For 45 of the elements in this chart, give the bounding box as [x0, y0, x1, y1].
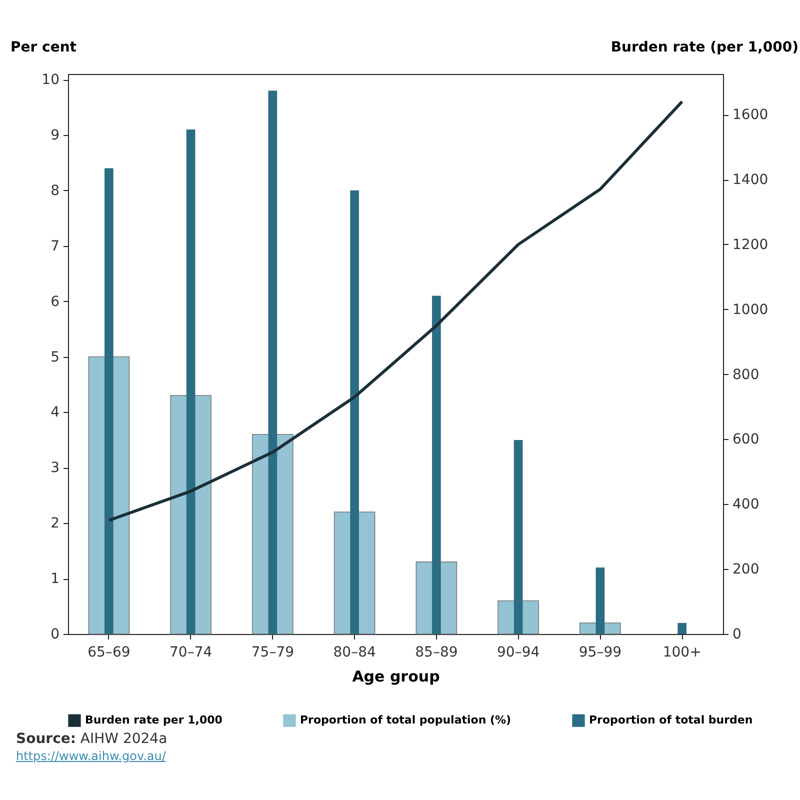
bar — [268, 90, 278, 634]
bar — [678, 622, 686, 634]
x-tick-label: 85–89 — [415, 644, 458, 660]
y2-tick-label: 0 — [732, 626, 742, 642]
y2-tick-label: 1400 — [732, 172, 768, 188]
y-axis-title: Per cent — [10, 40, 77, 56]
y-tick-label: 4 — [50, 404, 60, 421]
line-series — [107, 100, 684, 522]
y2-tick-label: 200 — [732, 562, 760, 578]
y2-tick-label: 1000 — [732, 302, 768, 318]
bar — [514, 440, 523, 634]
bar — [596, 567, 605, 634]
x-tick-label: 100+ — [662, 644, 702, 660]
y-tick-label: 6 — [50, 294, 60, 310]
legend-label: Burden rate per 1,000 — [85, 714, 223, 727]
y-tick-label: 7 — [50, 238, 60, 254]
x-tick-label: 65–69 — [88, 644, 130, 660]
legend-label: Proportion of total population (%) — [300, 714, 512, 727]
source-note: Source: AIHW 2024a — [16, 731, 168, 747]
x-tick-label: 90–94 — [496, 644, 540, 660]
x-tick-label: 75–79 — [251, 644, 294, 660]
y-tick-label: 5 — [50, 349, 60, 366]
x-tick-label: 70–74 — [169, 644, 212, 660]
bar — [104, 168, 114, 634]
text: https://www.aihw.gov.au/ — [16, 749, 167, 763]
x-axis-title: Age group — [352, 668, 440, 686]
legend-label: Proportion of total burden — [589, 714, 753, 727]
x-tick-label: 80–84 — [333, 644, 376, 660]
y-tick-label: 8 — [50, 182, 60, 199]
y-tick-label: 2 — [50, 516, 60, 532]
y2-tick-label: 1600 — [732, 107, 768, 124]
y-tick-label: 0 — [50, 626, 60, 642]
x-tick-label: 95–99 — [578, 644, 622, 660]
y-tick-label: 10 — [42, 72, 60, 88]
y2-tick-label: 1200 — [732, 236, 768, 253]
bar — [186, 129, 196, 634]
y2-tick-label: 400 — [732, 496, 760, 513]
y2-tick-label: 600 — [732, 432, 760, 448]
bar — [350, 190, 359, 634]
y2-axis-title: Burden rate (per 1,000) — [610, 40, 798, 56]
y-tick-label: 3 — [50, 460, 60, 476]
y2-tick-label: 800 — [732, 366, 760, 383]
y-tick-label: 1 — [50, 571, 60, 588]
bar — [432, 296, 441, 634]
y-tick-label: 9 — [50, 127, 60, 144]
